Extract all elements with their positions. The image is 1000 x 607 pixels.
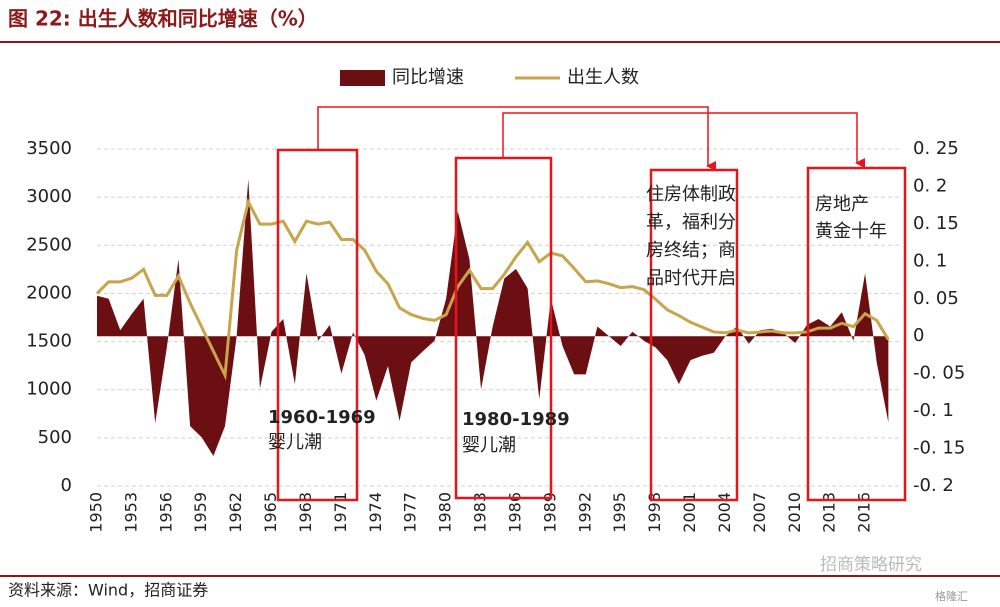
- x-tick-label: 1965: [261, 492, 280, 533]
- x-tick-label: 1986: [505, 492, 524, 533]
- plot: 0 500 1000 1500 2000 2500 3000 3500 -0. 2 -0. 15 -…: [26, 138, 965, 533]
- y-tick-label: 3000: [26, 186, 72, 207]
- x-tick-label: 1998: [645, 492, 664, 533]
- y2-tick-label: 0: [913, 325, 924, 346]
- annotation: 革，福利分: [646, 212, 736, 233]
- x-tick-label: 1974: [366, 492, 385, 533]
- growth-area: [97, 178, 889, 457]
- y2-tick-label: 0. 15: [913, 213, 959, 234]
- y2-tick-label: -0. 05: [913, 363, 965, 384]
- annotation: 房地产: [815, 194, 869, 215]
- watermark: 格隆汇: [935, 589, 968, 603]
- x-tick-label: 1968: [296, 492, 315, 533]
- x-tick-label: 1992: [575, 492, 594, 533]
- y2-tick-label: -0. 1: [913, 400, 954, 421]
- x-tick-label: 2010: [785, 492, 804, 533]
- y-tick-label: 2000: [26, 282, 72, 303]
- x-tick-label: 1950: [87, 492, 106, 533]
- y2-tick-label: 0. 05: [913, 288, 959, 309]
- x-tick-label: 2016: [855, 492, 874, 533]
- x-tick-label: 1953: [121, 492, 140, 533]
- legend-label: 同比增速: [392, 67, 464, 88]
- y2-tick-label: 0. 25: [913, 138, 959, 159]
- chart-title: 图 22: 出生人数和同比增速（%）: [8, 7, 318, 31]
- annotation: 1960-1969: [268, 407, 376, 428]
- annotation: 婴儿潮: [268, 432, 322, 453]
- y-tick-label: 3500: [26, 138, 72, 159]
- y-tick-label: 2500: [26, 234, 72, 255]
- y2-tick-label: -0. 15: [913, 438, 965, 459]
- x-tick-label: 1989: [540, 492, 559, 533]
- legend-swatch: [340, 70, 385, 86]
- x-tick-label: 2001: [680, 492, 699, 533]
- highlight-box: [806, 166, 907, 502]
- watermark: 招商策略研究: [820, 555, 922, 575]
- x-tick-label: 1962: [226, 492, 245, 533]
- x-tick-label: 1971: [331, 492, 350, 533]
- x-tick-label: 1995: [610, 492, 629, 533]
- y-tick-label: 500: [38, 427, 72, 448]
- x-tick-label: 2004: [715, 492, 734, 533]
- x-tick-label: 2007: [750, 492, 769, 533]
- highlight-box: [649, 168, 739, 502]
- y-tick-label: 1000: [26, 379, 72, 400]
- x-tick-label: 1959: [191, 492, 210, 533]
- annotation: 品时代开启: [646, 268, 736, 289]
- x-tick-label: 1980: [436, 492, 455, 533]
- legend-label: 出生人数: [567, 67, 639, 88]
- y2-tick-label: 0. 1: [913, 250, 947, 271]
- annotation: 黄金十年: [815, 221, 887, 242]
- highlights: [276, 106, 907, 502]
- x-tick-label: 2013: [820, 492, 839, 533]
- x-tick-label: 1977: [401, 492, 420, 533]
- source: 资料来源：Wind，招商证券: [8, 581, 208, 600]
- y-tick-label: 0: [61, 475, 72, 496]
- x-tick-label: 1983: [471, 492, 490, 533]
- y2-tick-label: 0. 2: [913, 175, 947, 196]
- annotation: 婴儿潮: [462, 435, 516, 456]
- y2-tick-label: -0. 2: [913, 475, 954, 496]
- y-tick-label: 1500: [26, 331, 72, 352]
- annotation: 1980-1989: [462, 409, 570, 430]
- arrow: [502, 112, 865, 168]
- annotation: 房终结；商: [646, 240, 736, 261]
- births-line: [95, 197, 890, 381]
- annotation: 住房体制政: [646, 184, 736, 205]
- arrow: [317, 106, 716, 171]
- x-tick-label: 1956: [156, 492, 175, 533]
